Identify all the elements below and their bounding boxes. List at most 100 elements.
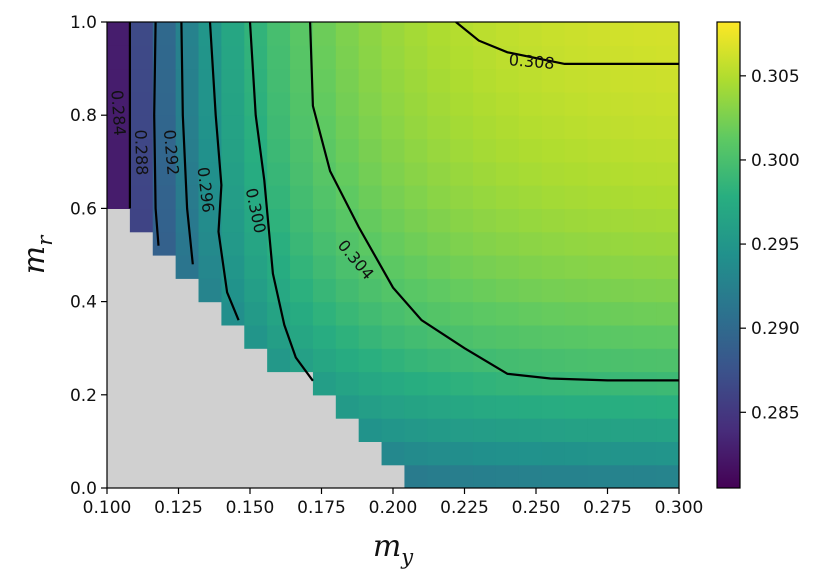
heatmap-cell (290, 348, 314, 373)
heatmap-cell (267, 68, 291, 93)
masked-cell (312, 464, 337, 488)
heatmap-cell (198, 208, 222, 233)
heatmap-cell (312, 22, 337, 46)
heatmap-cell (290, 68, 314, 93)
heatmap-cell (381, 371, 406, 396)
heatmap-cell (381, 231, 406, 256)
heatmap-cell (518, 278, 543, 303)
masked-cell (152, 464, 177, 488)
heatmap-cell (290, 161, 314, 186)
heatmap-cell (312, 278, 337, 303)
heatmap-cell (290, 45, 314, 70)
masked-cell (129, 348, 154, 373)
heatmap-cell (381, 255, 406, 279)
contour-line-0.308 (455, 22, 679, 65)
heatmap-cell (312, 301, 337, 326)
heatmap-cell (633, 371, 657, 396)
heatmap-cell (152, 68, 177, 93)
heatmap-cell (518, 231, 543, 256)
heatmap-cell (610, 185, 634, 209)
heatmap-cell (564, 68, 589, 93)
x-axis-title-main: m (373, 529, 401, 564)
heatmap-cell (267, 348, 291, 373)
heatmap-cell (152, 208, 177, 233)
heatmap-cell (633, 255, 657, 279)
heatmap-cell (587, 231, 611, 256)
heatmap-cell (656, 231, 679, 256)
heatmap-cell (381, 91, 406, 116)
heatmap-cell (564, 278, 589, 303)
heatmap-cell (633, 231, 657, 256)
heatmap-cell (450, 161, 474, 186)
x-tick-label: 0.225 (440, 498, 489, 518)
heatmap-cell (450, 441, 474, 466)
heatmap-cell (518, 161, 543, 186)
heatmap-cell (633, 301, 657, 326)
heatmap-cell (564, 348, 589, 373)
y-axis-title-main: m (17, 246, 52, 274)
heatmap-cell (198, 185, 222, 209)
masked-cell (107, 255, 131, 279)
heatmap-cell (656, 91, 679, 116)
heatmap-cell (335, 301, 360, 326)
heatmap-cell (656, 464, 679, 488)
heatmap-cell (381, 115, 406, 140)
y-axis-ticks: 0.0 0.2 0.4 0.6 0.8 1.0 (70, 13, 107, 499)
heatmap-cell (450, 371, 474, 396)
heatmap-cell (404, 185, 428, 209)
heatmap-cell (633, 418, 657, 442)
heatmap-cell (427, 22, 451, 46)
heatmap-cell (564, 418, 589, 442)
heatmap-cell (541, 464, 566, 488)
masked-cell (358, 441, 383, 466)
masked-cell (221, 418, 245, 442)
heatmap-cell (290, 255, 314, 279)
heatmap-cell (427, 441, 451, 466)
colorbar (716, 21, 741, 489)
heatmap-cell (587, 68, 611, 93)
heatmap-cell (610, 138, 634, 163)
heatmap-cell (290, 231, 314, 256)
heatmap-cell (610, 231, 634, 256)
heatmap-cell (152, 22, 177, 46)
heatmap-cell (244, 68, 268, 93)
x-tick-label: 0.300 (655, 498, 704, 518)
heatmap-cell (404, 22, 428, 46)
heatmap-cell (198, 138, 222, 163)
heatmap-cell (495, 68, 520, 93)
heatmap-cell (427, 278, 451, 303)
heatmap-cell (518, 324, 543, 349)
masked-cell (152, 371, 177, 396)
heatmap-cell (358, 138, 383, 163)
masked-cell (290, 418, 314, 442)
heatmap-cell (152, 45, 177, 70)
y-axis-title: mr (17, 234, 57, 274)
masked-cell (175, 441, 200, 466)
heatmap-cell (335, 231, 360, 256)
heatmap-cell (656, 278, 679, 303)
heatmap-cell (312, 68, 337, 93)
heatmap-cell (427, 371, 451, 396)
masked-cell (107, 324, 131, 349)
heatmap-cell (335, 68, 360, 93)
masked-cell (107, 418, 131, 442)
heatmap-cell (221, 22, 245, 46)
heatmap-cell (564, 115, 589, 140)
heatmap-cell (175, 138, 200, 163)
heatmap-cell (518, 22, 543, 46)
heatmap-cell (541, 161, 566, 186)
heatmap-cell (541, 231, 566, 256)
heatmap-cell (610, 301, 634, 326)
heatmap-cell (610, 68, 634, 93)
heatmap-cell (495, 138, 520, 163)
masked-cell (198, 371, 222, 396)
heatmap-cell (656, 324, 679, 349)
heatmap-cell (381, 208, 406, 233)
heatmap-cell (404, 208, 428, 233)
heatmap-cell (267, 138, 291, 163)
x-axis-title-sub: y (400, 545, 414, 569)
heatmap-cell (129, 208, 154, 233)
y-tick-label: 0.4 (70, 293, 97, 313)
heatmap-cell (564, 45, 589, 70)
